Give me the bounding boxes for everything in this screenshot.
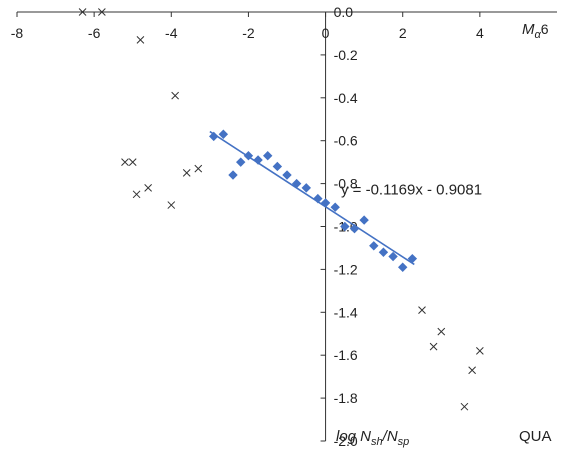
diamond-point [253,155,263,165]
cross-point [136,36,145,44]
cross-point [182,169,191,177]
y-tick-label: -1.4 [334,304,358,320]
tick-labels: -8-6-4-20240.0-0.2-0.4-0.6-0.8-1.0-1.2-1… [11,4,484,449]
trendline-equation: y = -0.1169x - 0.9081 [341,181,482,198]
trendline-group [209,130,415,266]
y-tick-label: -1.2 [334,261,358,277]
cross-point [460,402,469,411]
diamond-point [291,178,302,189]
diamond-point [340,221,350,232]
diamond-point [218,129,229,139]
trendline [209,130,415,266]
x-tick-label: -2 [242,25,255,41]
diamond-point [349,223,360,234]
diamond-point [359,215,369,225]
x-tick-label: 0 [322,25,330,41]
cross-point [437,327,446,336]
diamond-point [236,157,246,167]
y-axis-label: log Nsh/Nsp [336,428,409,448]
cross-point [194,164,203,173]
x-tick-label: -8 [11,25,24,41]
cross-point [418,306,426,315]
diamond-point [243,151,254,161]
y-tick-label: -0.6 [334,133,358,149]
y-tick-label: -0.8 [334,176,358,192]
cross-point [468,366,476,375]
x-axis-label: Mα6 [522,21,549,41]
axes [16,11,557,442]
corner-label: QUA [519,428,552,445]
x-tick-label: 2 [399,25,407,41]
cross-point [98,8,106,16]
diamond-point [330,202,340,212]
y-tick-label: -0.2 [334,47,358,63]
cross-point [167,201,176,209]
diamond-point [263,151,273,161]
diamond-point [228,170,238,180]
cross-point [121,158,129,167]
diamond-point [369,241,379,251]
y-tick-label: -2.0 [334,433,358,449]
diamond-point [282,170,292,180]
cross-point [128,158,137,167]
x-tick-label: -4 [165,25,178,41]
y-tick-label: -1.6 [334,347,358,363]
diamond-point [320,198,331,208]
data-points [78,8,484,411]
cross-point [429,342,438,351]
diamond-point [378,247,389,257]
y-tick-label: -0.4 [334,90,358,106]
diamond-point [301,183,311,193]
cross-point [476,347,484,355]
diamond-point [272,161,283,172]
diamond-point [313,193,323,204]
x-tick-label: -6 [88,25,101,41]
diamond-point [407,253,418,264]
y-tick-label: 0.0 [334,4,354,20]
y-tick-label: -1.8 [334,390,358,406]
cross-point [171,91,179,100]
cross-point [78,8,87,16]
diamond-point [388,251,398,262]
axis-labels: y = -0.1169x - 0.9081 Mα6 log Nsh/Nsp QUA [336,21,552,448]
cross-point [144,184,152,192]
x-tick-label: 4 [476,25,484,41]
diamond-point [398,262,408,272]
cross-point [132,190,141,199]
diamond-point [209,131,219,142]
